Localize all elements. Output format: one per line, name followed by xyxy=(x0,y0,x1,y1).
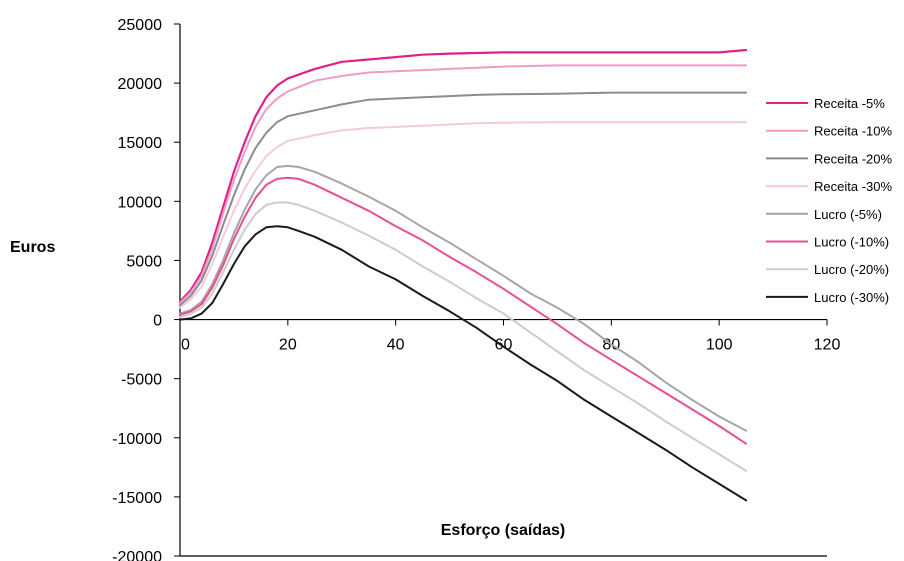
series-line-4 xyxy=(179,121,748,309)
y-tick-label: -15000 xyxy=(112,490,162,507)
legend-label: Receita -10% xyxy=(814,124,892,139)
x-tick-label: 20 xyxy=(279,337,297,354)
series-line-6 xyxy=(179,176,748,445)
y-tick-label: 5000 xyxy=(126,253,162,270)
x-tick-label: 120 xyxy=(814,337,841,354)
y-tick-label: -10000 xyxy=(112,431,162,448)
x-tick-label: 40 xyxy=(387,337,405,354)
y-tick-label: 20000 xyxy=(118,76,163,93)
series-layer xyxy=(178,48,748,502)
series-line-8 xyxy=(179,225,748,502)
x-tick-label: 0 xyxy=(181,337,190,354)
y-tick-label: -5000 xyxy=(121,372,162,389)
y-tick-label: 15000 xyxy=(118,135,163,152)
series-line-2 xyxy=(179,64,748,304)
x-tick-label: 100 xyxy=(706,337,733,354)
y-axis-label: Euros xyxy=(10,239,55,256)
legend: Receita -5% Receita -10% Receita -20% Recei… xyxy=(766,96,892,305)
legend-label: Lucro (-30%) xyxy=(814,290,889,305)
legend-label: Receita -30% xyxy=(814,179,892,194)
y-tick-label: 10000 xyxy=(118,194,163,211)
legend-label: Lucro (-5%) xyxy=(814,207,882,222)
series-line-5 xyxy=(179,164,748,432)
y-tick-label: -20000 xyxy=(112,549,162,561)
series-line-1 xyxy=(178,48,748,303)
x-axis-label: Esforço (saídas) xyxy=(441,522,565,539)
series-line-3 xyxy=(179,91,748,307)
legend-label: Lucro (-10%) xyxy=(814,235,889,250)
legend-label: Receita -20% xyxy=(814,151,892,166)
legend-label: Lucro (-20%) xyxy=(814,262,889,277)
series-line-7 xyxy=(179,201,748,472)
y-tick-label: 0 xyxy=(153,313,162,330)
y-tick-label: 25000 xyxy=(118,17,163,34)
legend-label: Receita -5% xyxy=(814,96,885,111)
